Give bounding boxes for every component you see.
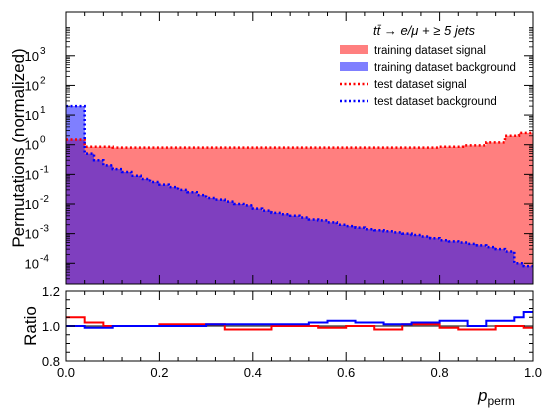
y-tick-label: 10 (25, 227, 39, 242)
y-tick-exponent: -3 (40, 224, 49, 235)
ratio-y-tick-label: 1.2 (42, 284, 60, 299)
y-tick-exponent: 0 (40, 135, 46, 146)
main-plot-area (66, 104, 533, 284)
legend-swatch (340, 45, 368, 54)
ratio-y-tick-label: 0.8 (42, 354, 60, 369)
x-tick-label: 0.6 (337, 365, 355, 380)
y-tick-label: 10 (25, 138, 39, 153)
y-tick-label: 10 (25, 108, 39, 123)
legend-label: test dataset signal (374, 79, 467, 91)
legend-label: training dataset background (374, 62, 516, 74)
background-training-fill (66, 106, 533, 284)
y-tick-exponent: 2 (40, 75, 46, 86)
y-tick-exponent: -2 (40, 194, 49, 205)
y-tick-label: 10 (25, 49, 39, 64)
y-tick-label: 10 (25, 167, 39, 182)
x-tick-label: 0.4 (244, 365, 262, 380)
x-tick-label: 0.0 (57, 365, 75, 380)
ratio-y-tick-label: 1.0 (42, 319, 60, 334)
ratio-panel: 0.8 1.0 1.2 0.0 0.2 0.4 0.6 0.8 1.0 (42, 284, 542, 380)
y-tick-label: 10 (25, 197, 39, 212)
background-excess-bin (66, 106, 85, 140)
y-tick-label: 10 (25, 78, 39, 93)
x-tick-label: 0.2 (150, 365, 168, 380)
ratio-axis-title: Ratio (21, 306, 40, 346)
y-tick-label: 10 (25, 256, 39, 271)
y-tick-exponent: -4 (40, 253, 49, 264)
ratio-plot-area (66, 311, 533, 331)
x-tick-label: 0.8 (431, 365, 449, 380)
legend-label: test dataset background (374, 96, 497, 108)
y-axis-title: Permutations (normalized) (9, 48, 28, 247)
y-tick-exponent: -1 (40, 164, 49, 175)
main-frame (65, 11, 534, 285)
y-tick-exponent: 3 (40, 46, 46, 57)
y-tick-exponent: 1 (40, 105, 46, 116)
legend-swatch (340, 62, 368, 71)
labels: Permutations (normalized) Ratio pperm (9, 48, 515, 408)
x-tick-label: 1.0 (524, 365, 542, 380)
background-ratio-line (66, 311, 533, 329)
x-axis-title: pperm (477, 386, 515, 408)
legend: tt̄ → e/μ + ≥ 5 jets training dataset sig… (340, 23, 516, 108)
legend-header: tt̄ → e/μ + ≥ 5 jets (373, 23, 476, 38)
legend-label: training dataset signal (374, 45, 486, 57)
